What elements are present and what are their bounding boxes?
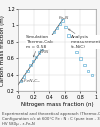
Point xyxy=(84,64,85,66)
Point xyxy=(53,31,55,33)
Point xyxy=(47,39,48,41)
Text: Fe₂N: Fe₂N xyxy=(59,16,70,20)
Point xyxy=(32,60,34,62)
Point xyxy=(87,70,89,72)
Point xyxy=(27,70,28,72)
X-axis label: Nitrogen mass fraction (n): Nitrogen mass fraction (n) xyxy=(21,102,93,107)
Text: ε-FeN₂C₀.: ε-FeN₂C₀. xyxy=(20,79,41,83)
Point xyxy=(23,76,25,78)
Point xyxy=(35,56,37,58)
Point xyxy=(44,43,45,45)
Text: Analysis
measurements
(ε-NiC): Analysis measurements (ε-NiC) xyxy=(68,29,100,49)
Point xyxy=(30,64,31,66)
Point xyxy=(91,74,93,76)
Point xyxy=(76,51,77,53)
Point xyxy=(72,43,73,45)
Point xyxy=(80,57,81,59)
Point xyxy=(50,35,52,37)
Point xyxy=(68,34,70,36)
Point xyxy=(38,52,40,54)
Text: CRN: CRN xyxy=(40,50,49,54)
Y-axis label: Carbon mass fraction (m): Carbon mass fraction (m) xyxy=(0,15,5,86)
Text: Simulation
Thermo-Calc
m = 0.58: Simulation Thermo-Calc m = 0.58 xyxy=(26,35,53,57)
Point xyxy=(41,47,42,50)
Text: Experimental and theoretical approach (Thermo-Calc : SSOL2)
Configuration c/c at: Experimental and theoretical approach (T… xyxy=(2,112,100,126)
Point xyxy=(20,80,22,82)
Point xyxy=(59,23,61,25)
Point xyxy=(62,19,63,21)
Point xyxy=(65,26,66,28)
Point xyxy=(56,27,58,29)
